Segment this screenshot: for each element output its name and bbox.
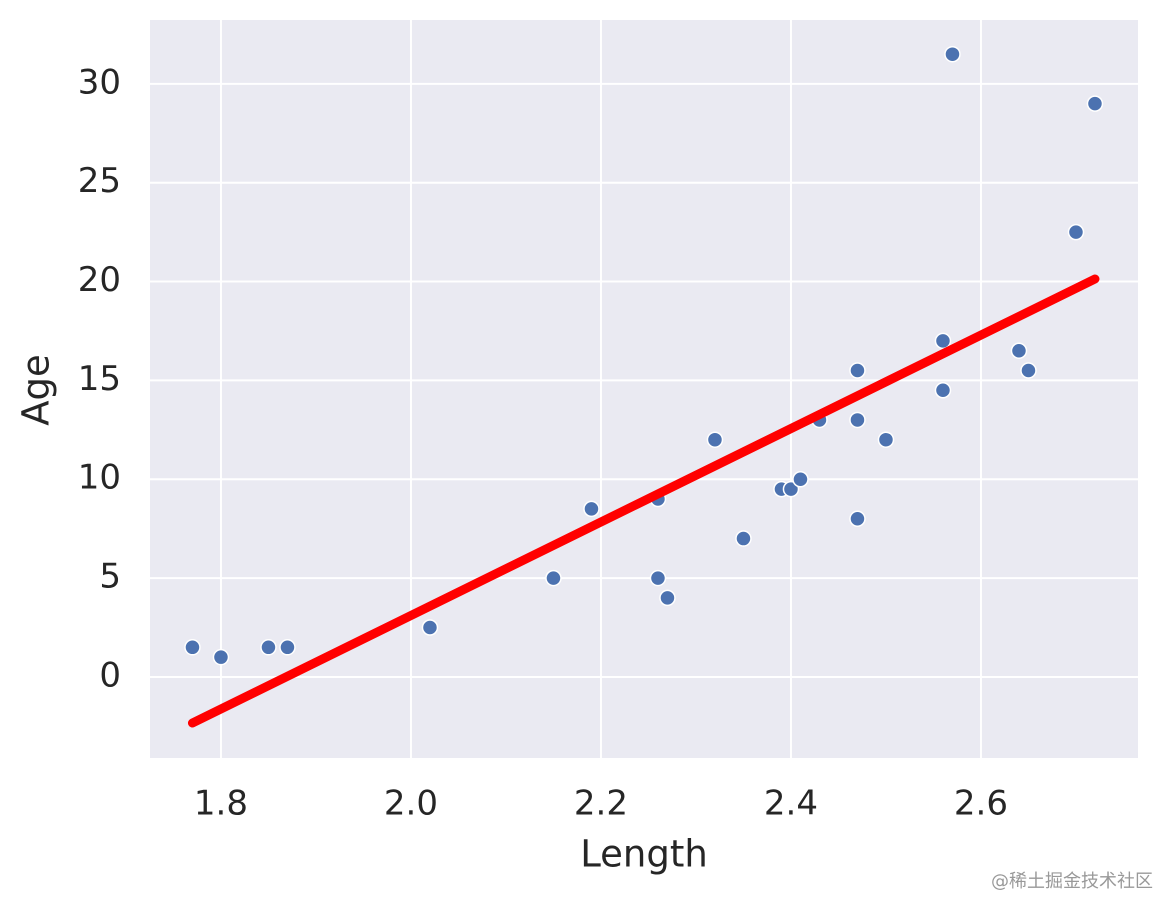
- point: [735, 530, 752, 547]
- point: [849, 411, 866, 429]
- x-tick-label: 2.2: [574, 784, 628, 824]
- x-tick-label: 2.0: [384, 784, 438, 824]
- point: [849, 362, 866, 379]
- point: [212, 648, 230, 666]
- point: [659, 589, 676, 607]
- point: [792, 470, 809, 488]
- point: [1010, 342, 1028, 359]
- y-axis-label: Age: [15, 354, 58, 426]
- point: [649, 569, 667, 587]
- grid: [150, 20, 1138, 758]
- plot-area: [150, 20, 1138, 758]
- y-tick-label: 30: [78, 62, 121, 102]
- y-tick-label: 5: [99, 557, 121, 597]
- point: [184, 639, 201, 656]
- point: [583, 500, 600, 518]
- point: [545, 569, 562, 587]
- regression-line: [187, 274, 1100, 728]
- point: [934, 382, 952, 399]
- point: [279, 639, 296, 656]
- point: [706, 431, 724, 448]
- x-tick-label: 1.8: [194, 784, 248, 824]
- y-tick-label: 20: [78, 260, 121, 300]
- point: [849, 510, 866, 528]
- y-tick-label: 0: [99, 655, 121, 695]
- x-tick-label: 2.6: [954, 784, 1008, 824]
- point: [1020, 362, 1037, 379]
- point: [782, 480, 800, 498]
- y-tick-label: 25: [78, 161, 121, 201]
- point: [260, 639, 277, 656]
- watermark: @稀土掘金技术社区: [991, 871, 1153, 892]
- marks: [184, 45, 1104, 728]
- y-tick-label: 10: [78, 458, 121, 498]
- point: [1086, 95, 1104, 112]
- y-tick-label: 15: [78, 359, 121, 399]
- point: [421, 619, 439, 636]
- x-tick-label: 2.4: [764, 784, 818, 824]
- point: [934, 332, 952, 350]
- point: [1067, 223, 1085, 241]
- point: [877, 431, 895, 448]
- x-axis-label: Length: [580, 833, 708, 876]
- point: [944, 45, 961, 63]
